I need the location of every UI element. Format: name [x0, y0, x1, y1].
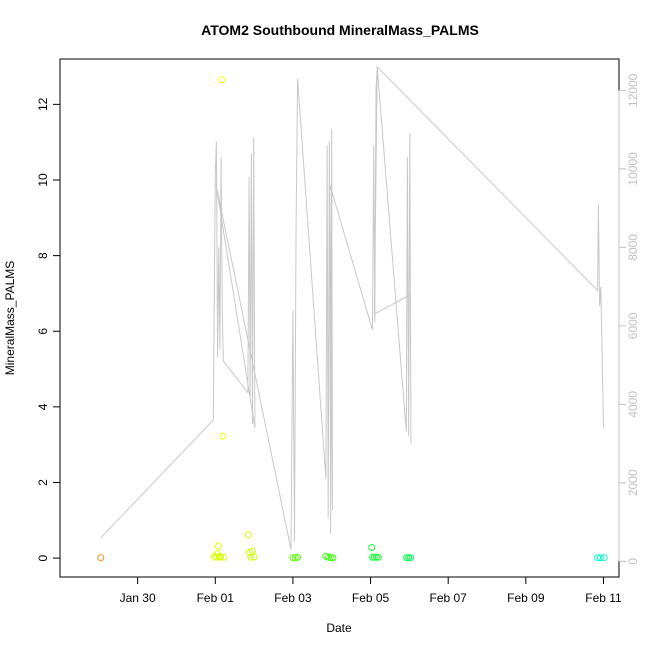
- data-point: [217, 553, 225, 561]
- y-tick-label: 0: [36, 554, 50, 561]
- y-tick-label: 2: [36, 479, 50, 486]
- data-point: [218, 76, 226, 84]
- y-axis-label: MineralMass_PALMS: [3, 261, 17, 375]
- data-point: [289, 554, 297, 562]
- data-point: [291, 554, 299, 562]
- y-axis: 0 2 4 6 8 10 12: [36, 97, 61, 561]
- data-point: [368, 544, 376, 551]
- data-point-series: [97, 76, 608, 562]
- y2-tick-label: 12000: [626, 73, 640, 107]
- x-tick-label: Feb 05: [352, 591, 390, 605]
- y-tick-label: 10: [36, 173, 50, 187]
- y-tick-label: 12: [36, 97, 50, 111]
- data-point: [97, 554, 105, 562]
- data-point: [250, 553, 258, 561]
- data-line-series: [100, 65, 604, 550]
- x-tick-label: Feb 09: [507, 591, 545, 605]
- data-point: [596, 554, 604, 562]
- y2-tick-label: 8000: [626, 234, 640, 261]
- series-line: [100, 65, 604, 550]
- y-tick-label: 6: [36, 328, 50, 335]
- y-tick-label: 4: [36, 403, 50, 410]
- x-axis-label: Date: [326, 621, 352, 635]
- x-tick-label: Feb 03: [274, 591, 312, 605]
- data-point: [405, 554, 413, 562]
- y2-axis-right: 0 2000 4000 6000 8000 10000 12000: [618, 73, 640, 565]
- data-point: [600, 554, 608, 562]
- data-point: [374, 553, 382, 561]
- x-tick-label: Feb 11: [585, 591, 622, 605]
- data-point: [370, 553, 378, 561]
- data-point: [403, 554, 411, 562]
- data-point: [329, 554, 337, 562]
- x-tick-label: Feb 01: [197, 591, 235, 605]
- data-point: [245, 548, 253, 556]
- y2-tick-label: 0: [626, 558, 640, 565]
- data-point: [327, 554, 335, 562]
- data-point: [325, 553, 333, 561]
- y2-tick-label: 4000: [626, 391, 640, 418]
- data-point: [244, 531, 252, 539]
- data-point: [372, 553, 380, 561]
- data-point: [294, 553, 302, 561]
- x-axis: Jan 30 Feb 01 Feb 03 Feb 05 Feb 07 Feb 09 Feb …: [120, 576, 622, 605]
- x-tick-label: Jan 30: [120, 591, 156, 605]
- y-tick-label: 8: [36, 252, 50, 259]
- y2-tick-label: 2000: [626, 469, 640, 496]
- data-point: [219, 432, 227, 440]
- x-tick-label: Feb 07: [430, 591, 468, 605]
- data-point: [594, 554, 602, 562]
- data-point: [407, 554, 414, 562]
- y2-tick-label: 6000: [626, 312, 640, 339]
- data-point: [214, 542, 222, 550]
- data-point: [220, 553, 228, 561]
- y2-tick-label: 10000: [626, 152, 640, 186]
- data-point: [212, 553, 220, 561]
- chart-title: ATOM2 Southbound MineralMass_PALMS: [201, 22, 479, 38]
